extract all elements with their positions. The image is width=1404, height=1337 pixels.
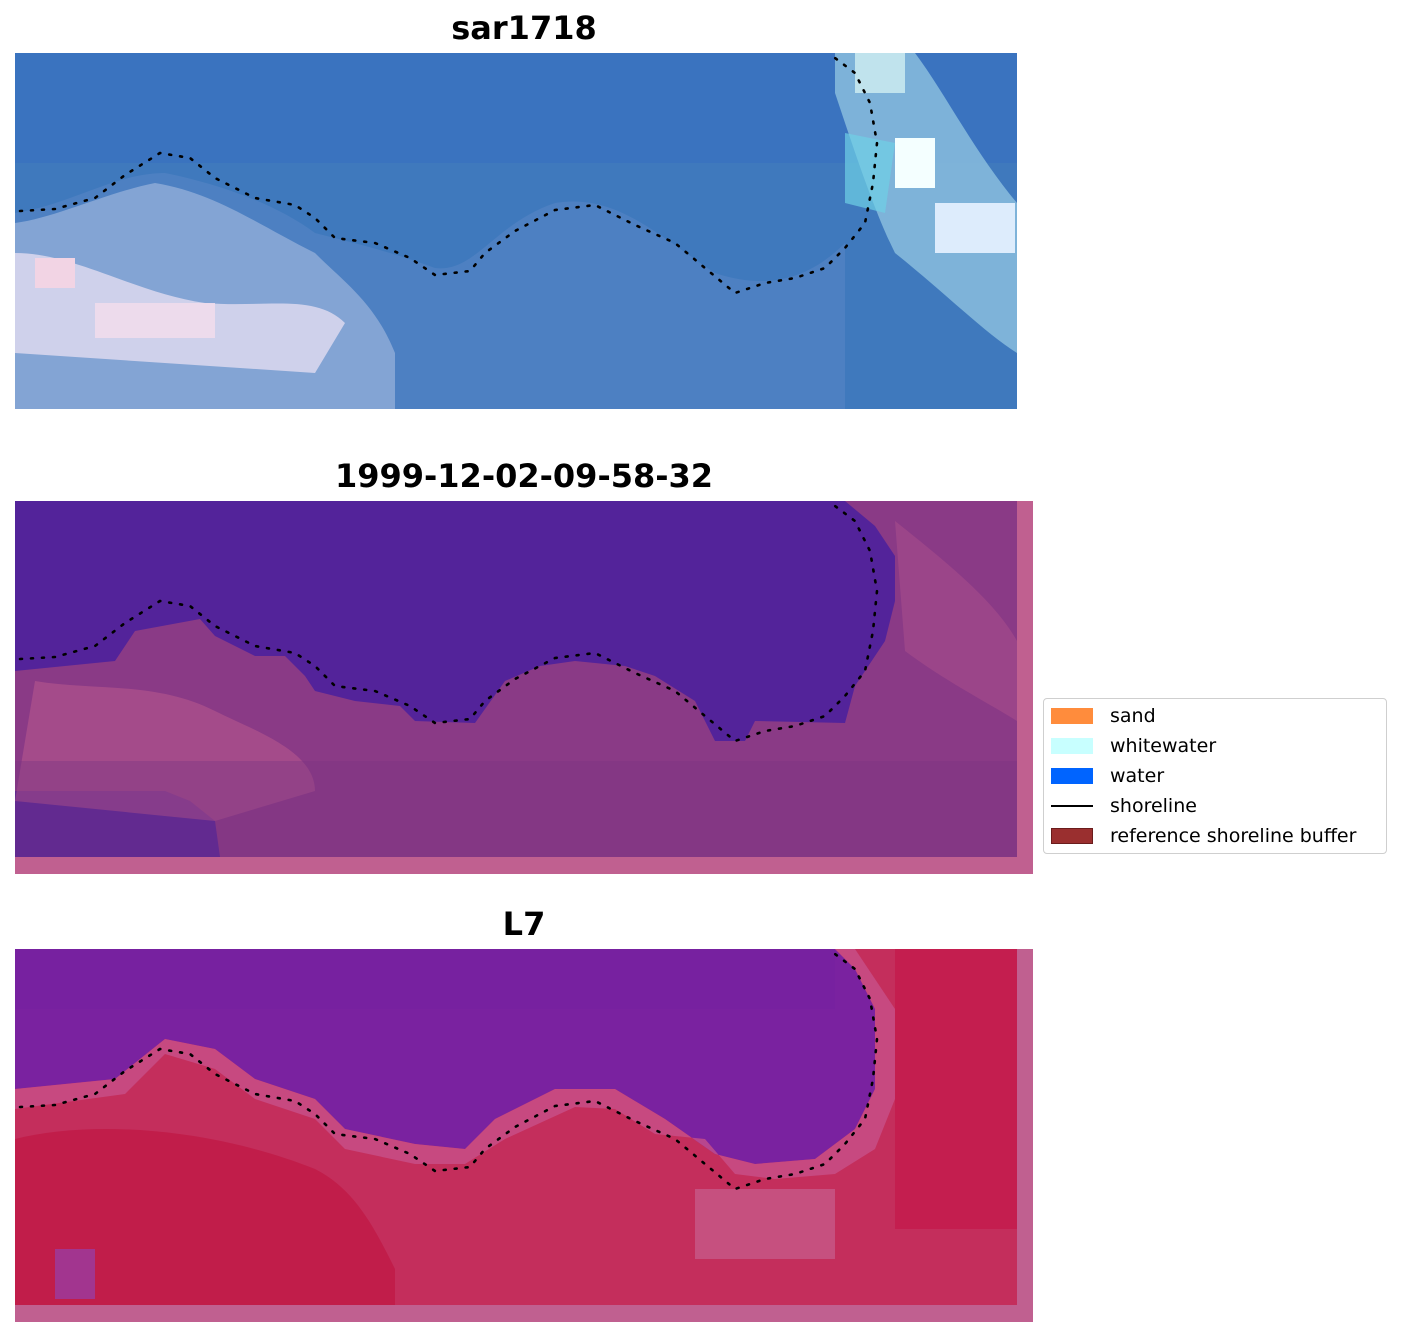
index-image [15,949,1033,1322]
legend-swatch-shoreline [1051,805,1093,807]
legend-label-shoreline: shoreline [1110,795,1197,817]
panel-1-title: sar1718 [451,9,597,47]
panel-2-title: 1999-12-02-09-58-32 [334,457,714,495]
legend-swatch-water [1051,768,1093,784]
legend-label-reference-buffer: reference shoreline buffer [1110,825,1357,847]
index-image-panel [15,949,1033,1322]
legend-label-water: water [1110,765,1165,787]
legend-item-sand: sand [1051,705,1156,727]
legend-swatch-sand [1051,708,1093,724]
legend-item-whitewater: whitewater [1051,735,1216,757]
legend-label-whitewater: whitewater [1110,735,1217,757]
legend-swatch-whitewater [1051,738,1093,754]
legend-item-reference-buffer: reference shoreline buffer [1051,825,1356,847]
legend-swatch-reference-buffer [1051,828,1093,844]
rgb-satellite-image [15,53,1017,409]
shoreline-3 [18,952,879,1191]
panel-3-title: L7 [502,905,546,943]
legend-label-sand: sand [1110,705,1156,727]
shoreline-1 [18,56,879,295]
legend-item-shoreline: shoreline [1051,795,1197,817]
legend-item-water: water [1051,765,1164,787]
classified-image-panel [15,501,1033,874]
classified-image [15,501,1033,874]
shoreline-2 [18,504,879,743]
legend: sand whitewater water shoreline referenc… [1043,698,1387,854]
rgb-image-panel [15,53,1017,409]
